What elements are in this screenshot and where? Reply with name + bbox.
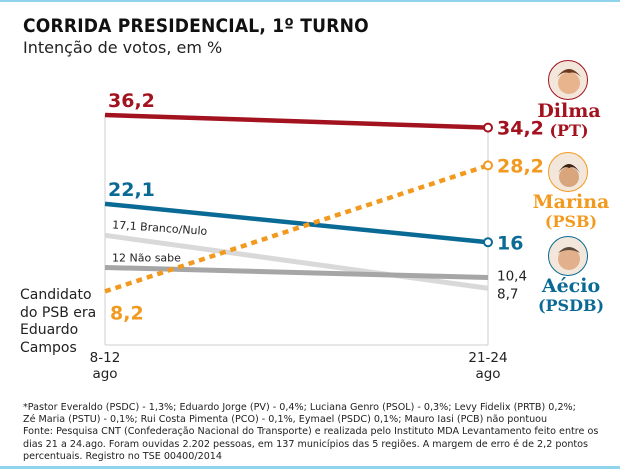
data-label-nao-sabe-start: 12 Não sabe	[112, 251, 181, 264]
psb-note: Candidato do PSB era Eduardo Campos	[20, 287, 97, 356]
x-tick-label-0: 8-12 ago	[85, 350, 125, 382]
legend-marina-name: Marina	[532, 191, 610, 213]
data-label-marina-end: 28,2	[497, 155, 544, 177]
legend-dilma: Dilma (PT)	[530, 100, 608, 141]
dilma-portrait	[548, 60, 588, 100]
marina-portrait	[548, 152, 588, 192]
x-tick-line2: ago	[475, 366, 501, 382]
data-label-nao-sabe-end: 10,4	[497, 269, 527, 285]
x-tick-line2: ago	[92, 366, 118, 382]
data-label-branco-nulo-start: 17,1 Branco/Nulo	[112, 218, 208, 238]
footnote-line: Zé Maria (PSTU) - 0,1%; Rui Costa Piment…	[23, 414, 548, 426]
legend-aecio-party: (PSDB)	[537, 296, 605, 315]
chart-title: CORRIDA PRESIDENCIAL, 1º TURNO	[23, 15, 369, 37]
x-tick-label-1: 21-24 ago	[465, 350, 511, 382]
footnote-line: dias 21 a 24.ago. Foram ouvidas 2.202 pe…	[23, 438, 589, 450]
series-line-branco-nulo	[104, 232, 489, 291]
x-tick-line1: 8-12	[89, 350, 121, 366]
series-line-marina-psb	[104, 163, 489, 294]
data-label-dilma-end: 34,2	[497, 118, 544, 140]
series-line-aecio-psdb	[104, 201, 489, 245]
data-label-marina-start: 8,2	[110, 302, 144, 324]
legend-aecio-name: Aécio	[541, 275, 601, 297]
end-marker-marina-psb	[483, 160, 493, 171]
data-label-dilma-start: 36,2	[108, 90, 155, 112]
end-marker-dilma-pt	[483, 122, 493, 133]
aecio-portrait	[548, 236, 588, 276]
data-label-branco-nulo-end: 8,7	[497, 286, 518, 302]
legend-marina-party: (PSB)	[544, 212, 598, 231]
legend-aecio: Aécio (PSDB)	[530, 275, 612, 316]
line-chart: 36,2 34,2 8,2 28,2 22,1 16 17,1 Branco/Nulo 8,7…	[104, 90, 544, 346]
footnote: *Pastor Everaldo (PSDC) - 1,3%; Eduardo …	[23, 402, 613, 463]
end-marker-aecio-psdb	[483, 237, 493, 248]
data-label-aecio-end: 16	[497, 232, 523, 254]
top-rule	[0, 0, 620, 2]
series-line-dilma-pt	[104, 112, 489, 130]
footnote-line: Fonte: Pesquisa CNT (Confederação Nacion…	[23, 426, 599, 438]
bottom-rule	[0, 466, 620, 469]
footnote-line: *Pastor Everaldo (PSDC) - 1,3%; Eduardo …	[23, 402, 576, 413]
footnote-line: percentuais. Registro no TSE 00400/2014	[23, 450, 222, 462]
x-tick-line1: 21-24	[468, 350, 508, 366]
legend-marina: Marina (PSB)	[530, 191, 612, 232]
legend-dilma-party: (PT)	[549, 121, 589, 140]
chart-subtitle: Intenção de votos, em %	[23, 38, 223, 57]
data-label-aecio-start: 22,1	[108, 179, 155, 201]
legend-dilma-name: Dilma	[537, 100, 601, 122]
